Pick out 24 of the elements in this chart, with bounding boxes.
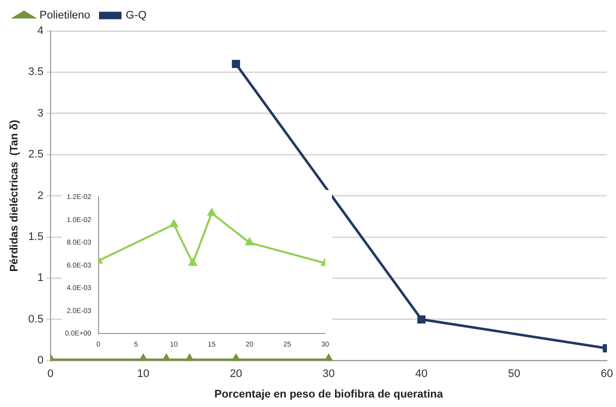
point (245, 238, 254, 246)
x-tick-label: 40 (415, 368, 428, 380)
point (170, 220, 178, 228)
y-tick-label: 1.5 (28, 231, 44, 244)
y-tick-label: 0 (37, 354, 44, 367)
y-tick-label: 1 (37, 272, 44, 284)
y-tick-label: 3 (37, 107, 44, 120)
y-tick-label: 4 (37, 25, 44, 38)
y-tick-label: 2 (37, 190, 44, 202)
legend-label: Polietileno (40, 10, 90, 22)
point (188, 258, 197, 266)
x-tick-label: 50 (508, 368, 520, 380)
x-tick-label: 10 (137, 368, 150, 380)
point (208, 208, 216, 216)
x-tick-label: 60 (600, 368, 614, 380)
y-tick-label: 0.5 (28, 313, 44, 326)
y-tick-label: 3.5 (28, 66, 44, 78)
x-axis-title: Porcentaje en peso de biofibra de queratina (214, 388, 444, 400)
x-tick-label: 0 (47, 368, 54, 380)
y-tick-label: 2.5 (28, 148, 44, 161)
x-tick-label: 20 (230, 368, 242, 380)
y-axis-title: Pérdidas dieléctricas (Tan δ) (8, 119, 21, 272)
legend-label: G-Q (126, 10, 147, 22)
x-tick-label: 30 (322, 368, 335, 380)
